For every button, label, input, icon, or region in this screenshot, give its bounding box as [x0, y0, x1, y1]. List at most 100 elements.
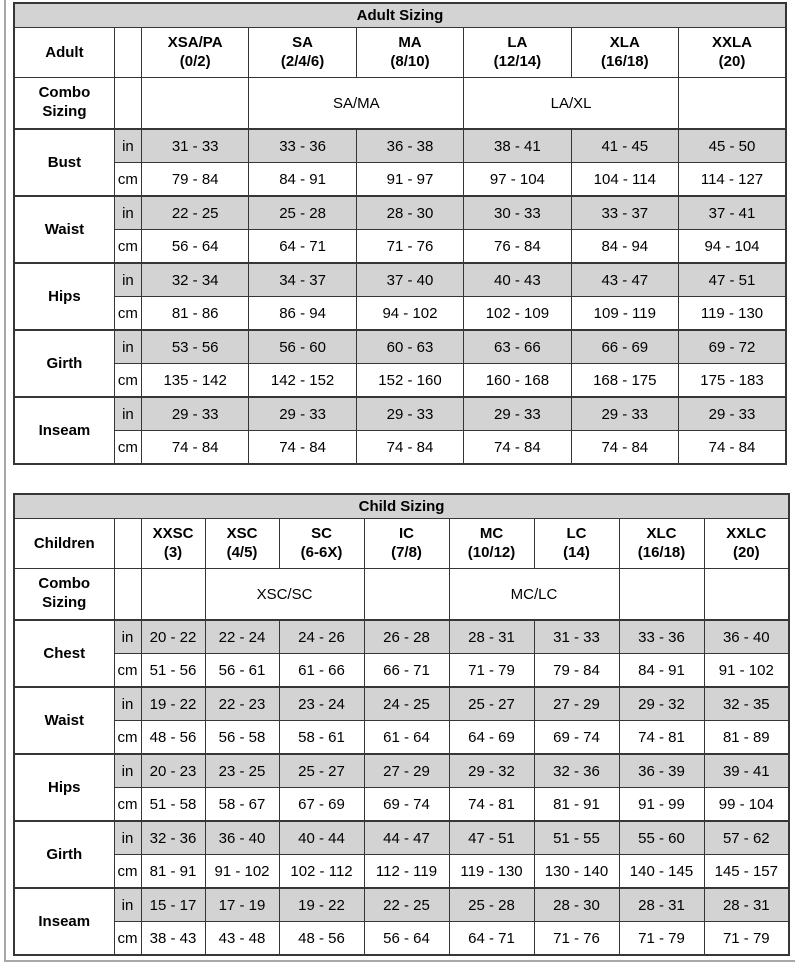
unit-label-cm: cm [113, 921, 142, 956]
value-cell: 74 - 84 [463, 430, 572, 465]
value-cell: 38 - 41 [463, 128, 572, 163]
value-cell: 81 - 89 [703, 720, 790, 755]
value-cell: 66 - 71 [363, 653, 450, 688]
value-cell: 63 - 66 [463, 329, 572, 364]
value-cell: 79 - 84 [140, 162, 250, 197]
value-cell: 109 - 119 [570, 296, 680, 331]
value-cell: 56 - 64 [363, 921, 450, 956]
value-cell: 102 - 109 [463, 296, 572, 331]
value-cell: 22 - 25 [363, 887, 450, 922]
size-header-cell: MA (8/10) [355, 27, 465, 78]
combo-size-cell [363, 568, 450, 621]
value-cell: 44 - 47 [363, 820, 450, 855]
measurement-label: Girth [13, 329, 115, 398]
combo-size-cell [140, 568, 206, 621]
unit-label-in: in [113, 887, 142, 922]
unit-label-in: in [113, 329, 142, 364]
value-cell: 33 - 36 [248, 128, 357, 163]
combo-size-cell [703, 568, 790, 621]
table-title-row: Adult Sizing [13, 2, 787, 28]
value-cell: 66 - 69 [570, 329, 680, 364]
value-cell: 47 - 51 [448, 820, 535, 855]
size-header-cell: XXSC (3) [140, 518, 206, 569]
value-cell: 160 - 168 [463, 363, 572, 398]
unit-label-cm: cm [113, 296, 142, 331]
size-header-cell: XSA/PA (0/2) [140, 27, 250, 78]
table-row: cm 81 - 86 86 - 94 94 - 102 102 - 109 109 - 1… [14, 296, 787, 331]
unit-label-in: in [113, 686, 142, 721]
unit-label-cm: cm [113, 787, 142, 822]
value-cell: 152 - 160 [355, 363, 465, 398]
combo-sizing-row: Combo Sizing SA/MA LA/XL [13, 77, 787, 130]
value-cell: 23 - 25 [204, 753, 280, 788]
measurement-label: Bust [13, 128, 115, 197]
value-cell: 28 - 31 [703, 887, 790, 922]
value-cell: 25 - 27 [448, 686, 535, 721]
value-cell: 40 - 44 [278, 820, 365, 855]
value-cell: 74 - 81 [618, 720, 705, 755]
value-cell: 71 - 79 [703, 921, 790, 956]
table-row: cm 51 - 56 56 - 61 61 - 66 66 - 71 71 - 79 79 … [14, 653, 790, 688]
value-cell: 86 - 94 [248, 296, 357, 331]
unit-column-spacer [113, 77, 142, 130]
measurement-label: Waist [13, 195, 115, 264]
measurement-label: Inseam [13, 887, 115, 956]
value-cell: 32 - 36 [533, 753, 620, 788]
value-cell: 140 - 145 [618, 854, 705, 889]
value-cell: 29 - 33 [248, 396, 357, 431]
value-cell: 61 - 66 [278, 653, 365, 688]
value-cell: 29 - 33 [140, 396, 250, 431]
value-cell: 37 - 41 [678, 195, 787, 230]
unit-label-cm: cm [113, 653, 142, 688]
value-cell: 37 - 40 [355, 262, 465, 297]
table-row: Bust in 31 - 33 33 - 36 36 - 38 38 - 41 41 - 4… [13, 128, 787, 197]
value-cell: 76 - 84 [463, 229, 572, 264]
value-cell: 36 - 40 [204, 820, 280, 855]
value-cell: 64 - 71 [448, 921, 535, 956]
value-cell: 69 - 74 [533, 720, 620, 755]
value-cell: 58 - 61 [278, 720, 365, 755]
value-cell: 119 - 130 [678, 296, 787, 331]
value-cell: 61 - 64 [363, 720, 450, 755]
value-cell: 69 - 74 [363, 787, 450, 822]
value-cell: 74 - 84 [248, 430, 357, 465]
unit-label-in: in [113, 820, 142, 855]
size-header-cell: XXLC (20) [703, 518, 790, 569]
value-cell: 114 - 127 [678, 162, 787, 197]
value-cell: 91 - 97 [355, 162, 465, 197]
unit-label-in: in [113, 128, 142, 163]
value-cell: 19 - 22 [278, 887, 365, 922]
table-row: Inseam in 15 - 17 17 - 19 19 - 22 22 - 25 25 -… [13, 887, 790, 956]
value-cell: 28 - 30 [533, 887, 620, 922]
combo-size-cell [678, 77, 787, 130]
value-cell: 48 - 56 [278, 921, 365, 956]
value-cell: 20 - 23 [140, 753, 206, 788]
value-cell: 60 - 63 [355, 329, 465, 364]
value-cell: 71 - 76 [355, 229, 465, 264]
combo-size-cell [618, 568, 705, 621]
value-cell: 32 - 36 [140, 820, 206, 855]
table-row: Girth in 53 - 56 56 - 60 60 - 63 63 - 66 66 - … [13, 329, 787, 398]
page-container: Adult Sizing Adult XSA/PA (0/2) SA (2/4/6) M… [4, 0, 795, 962]
table-row: Hips in 32 - 34 34 - 37 37 - 40 40 - 43 43 - 4… [13, 262, 787, 331]
value-cell: 94 - 102 [355, 296, 465, 331]
value-cell: 25 - 27 [278, 753, 365, 788]
value-cell: 19 - 22 [140, 686, 206, 721]
table-row: Chest in 20 - 22 22 - 24 24 - 26 26 - 28 28 - … [13, 619, 790, 688]
table-title-row: Child Sizing [13, 493, 790, 519]
value-cell: 33 - 37 [570, 195, 680, 230]
value-cell: 38 - 43 [140, 921, 206, 956]
table-row: cm 135 - 142 142 - 152 152 - 160 160 - 168 16… [14, 363, 787, 398]
value-cell: 45 - 50 [678, 128, 787, 163]
value-cell: 79 - 84 [533, 653, 620, 688]
table-row: cm 79 - 84 84 - 91 91 - 97 97 - 104 104 - 114… [14, 162, 787, 197]
unit-label-cm: cm [113, 229, 142, 264]
combo-size-cell: LA/XL [463, 77, 679, 130]
size-header-cell: XSC (4/5) [204, 518, 280, 569]
value-cell: 51 - 56 [140, 653, 206, 688]
value-cell: 74 - 84 [570, 430, 680, 465]
value-cell: 22 - 23 [204, 686, 280, 721]
unit-label-in: in [113, 396, 142, 431]
table-row: Waist in 19 - 22 22 - 23 23 - 24 24 - 25 25 - … [13, 686, 790, 755]
size-header-cell: MC (10/12) [448, 518, 535, 569]
